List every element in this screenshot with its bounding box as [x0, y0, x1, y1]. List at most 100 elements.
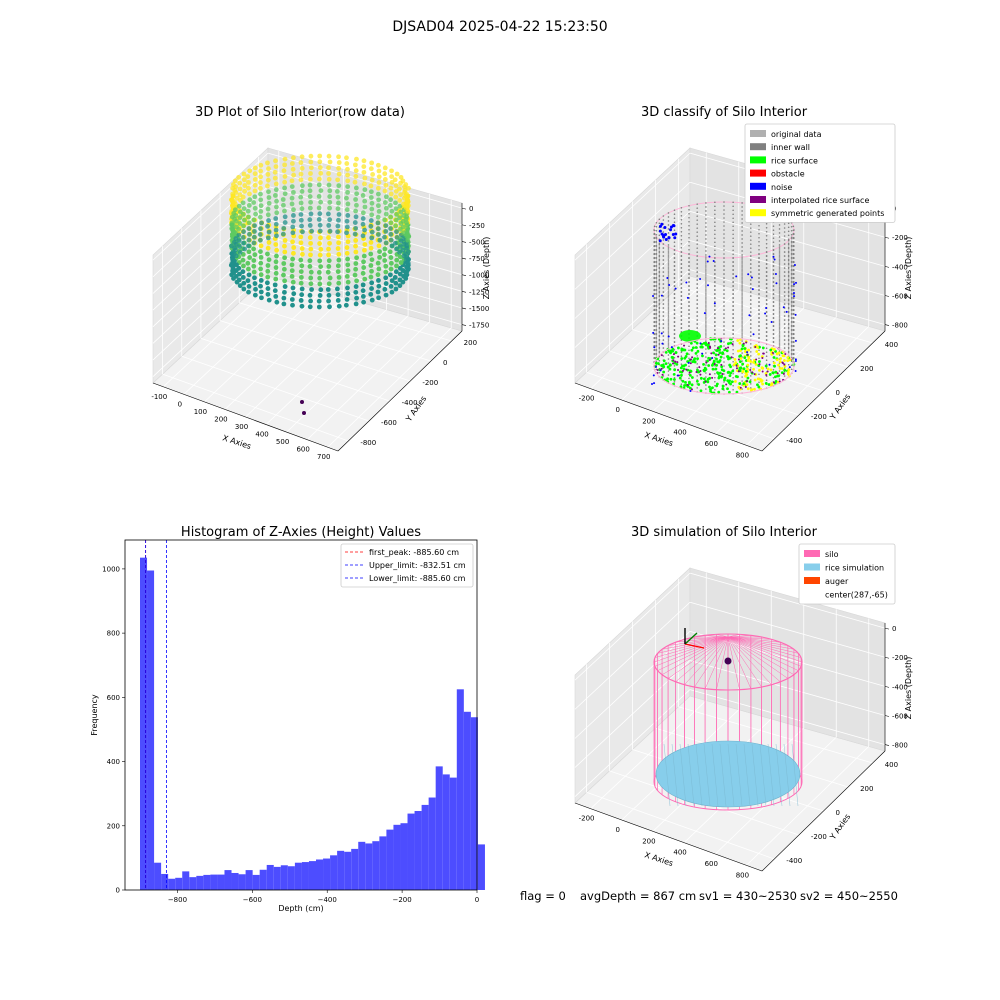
inner-wall-point [688, 345, 690, 348]
noise-point [793, 295, 796, 298]
y-tick-label: -800 [360, 439, 376, 447]
inner-wall-point [680, 302, 683, 305]
rice-surface-point [786, 370, 790, 374]
noise-point [752, 333, 755, 336]
inner-wall-point [680, 238, 683, 241]
panel-raw-data: 3D Plot of Silo Interior(row data) -1000… [151, 105, 491, 461]
raw-point [326, 171, 331, 176]
inner-wall-point [732, 388, 734, 391]
inner-wall-point [705, 308, 707, 310]
rice-surface-point [786, 356, 790, 359]
inner-wall-point [741, 254, 743, 256]
inner-wall-point [723, 329, 725, 331]
rice-surface-point [727, 342, 730, 346]
rice-surface-point [778, 360, 782, 364]
rice-surface-point [786, 359, 790, 363]
interpolated-point [761, 356, 764, 359]
inner-wall-point [787, 331, 790, 334]
inner-wall-point [778, 292, 781, 294]
inner-wall-point [667, 282, 670, 284]
inner-wall-point [772, 325, 775, 328]
inner-wall-point [680, 226, 683, 229]
raw-point [353, 266, 359, 272]
inner-wall-point [749, 303, 752, 305]
x-tick-label: -200 [579, 395, 595, 403]
interpolated-point [699, 369, 702, 372]
raw-point [352, 231, 358, 237]
raw-point [336, 303, 342, 309]
inner-wall-point [790, 364, 793, 367]
inner-wall-point [732, 372, 734, 375]
inner-wall-point [749, 287, 752, 289]
y-tick-label: 0 [836, 809, 840, 817]
raw-point [325, 211, 331, 217]
raw-point [398, 209, 404, 215]
inner-wall-point [741, 312, 743, 314]
inner-wall-point [667, 260, 670, 262]
inner-wall-point [723, 293, 725, 295]
interpolated-point [677, 355, 680, 358]
z-tick-label: -200 [892, 234, 908, 242]
panel-histogram: Histogram of Z-Axies (Height) Values −80… [90, 525, 485, 913]
raw-point [282, 284, 288, 289]
raw-point [375, 260, 381, 266]
rice-surface-point [731, 369, 735, 373]
histogram-bar [393, 824, 401, 890]
histogram-bar [154, 862, 162, 890]
rice-mesh-line [671, 743, 679, 807]
rice-surface-point [683, 356, 687, 360]
inner-wall-point [705, 202, 707, 204]
raw-point [327, 205, 332, 211]
raw-point [353, 243, 358, 249]
inner-wall-point [688, 349, 690, 352]
inner-wall-point [758, 328, 760, 331]
raw-point [382, 188, 388, 194]
inner-wall-point [696, 283, 699, 285]
inner-wall-point [792, 349, 795, 352]
rice-surface-point [664, 362, 668, 366]
inner-wall-point [732, 321, 734, 324]
legend-label: obstacle [771, 170, 805, 179]
inner-wall-point [705, 230, 707, 232]
rice-surface-point [769, 348, 773, 352]
raw-point [317, 211, 323, 217]
inner-wall-point [688, 280, 690, 283]
inner-wall-point [696, 307, 699, 309]
inner-wall-point [792, 257, 795, 260]
raw-point [376, 209, 382, 214]
inner-wall-point [749, 307, 752, 309]
raw-point [237, 215, 243, 221]
inner-wall-point [783, 267, 786, 269]
inner-wall-point [758, 256, 760, 259]
inner-wall-point [667, 264, 670, 266]
inner-wall-point [792, 285, 795, 288]
inner-wall-point [749, 263, 752, 265]
interpolated-point [776, 372, 779, 375]
inner-wall-point [741, 288, 743, 290]
rice-surface-point [739, 366, 743, 370]
inner-wall-point [741, 282, 743, 284]
inner-wall-point [655, 280, 658, 283]
inner-wall-point [655, 272, 658, 275]
noise-point [674, 232, 678, 236]
interpolated-point [713, 363, 716, 366]
raw-point [265, 235, 271, 241]
inner-wall-point [705, 384, 707, 386]
raw-point [393, 280, 399, 286]
raw-point [344, 155, 349, 161]
inner-wall-point [688, 308, 690, 311]
raw-point [251, 200, 257, 205]
inner-wall-point [658, 307, 661, 310]
raw-point [299, 286, 305, 292]
raw-point [265, 223, 270, 229]
inner-wall-point [705, 246, 707, 248]
inner-wall-point [778, 254, 781, 256]
z-tick-mark [884, 686, 890, 688]
inner-wall-point [688, 236, 690, 239]
inner-wall-point [741, 314, 743, 316]
inner-wall-point [714, 380, 716, 383]
raw-point [389, 179, 395, 185]
x-axis-label-simulation: X Axies [643, 850, 674, 868]
noise-point [775, 282, 778, 285]
inner-wall-point [741, 256, 743, 258]
